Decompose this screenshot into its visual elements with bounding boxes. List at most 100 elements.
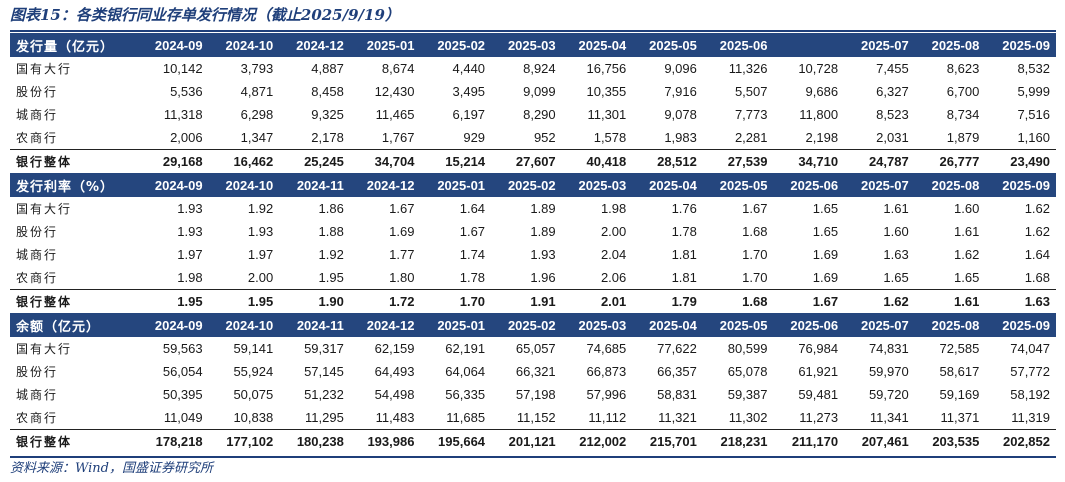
rate-table-row-cell: 1.67 — [389, 201, 415, 216]
rate-table-row-cell: 1.89 — [530, 224, 556, 239]
balance-total-row-cell: 202,852 — [985, 429, 1056, 453]
volume-table-row-cell: 3,793 — [240, 61, 274, 76]
figure-title: 图表15：各类银行同业存单发行情况（截止2025/9/19） — [10, 6, 400, 24]
rate-table-row-cell: 1.69 — [389, 224, 415, 239]
volume-table-row-cell: 7,455 — [876, 61, 909, 76]
rate-table-row-cell: 1.98 — [177, 270, 203, 285]
balance-table-row-cell: 56,054 — [162, 364, 203, 379]
rate-header-row-cell: 2025-06 — [773, 173, 845, 197]
balance-table-row-cell: 57,772 — [1010, 364, 1050, 379]
balance-total-row-cell: 212,002 — [561, 429, 633, 453]
balance-table-row-cell: 11,302 — [728, 410, 768, 425]
rate-total-row-cell: 1.70 — [420, 289, 492, 313]
volume-table-row-cell: 8,532 — [1017, 61, 1050, 76]
balance-total-row-cell: 218,231 — [702, 429, 774, 453]
balance-total-row-cell: 215,701 — [632, 429, 703, 453]
rate-table-row-label: 国有大行 — [16, 202, 73, 216]
rate-total-row-label: 银行整体 — [10, 289, 138, 313]
volume-total-row-cell: 26,777 — [914, 149, 986, 173]
rate-table-row-cell: 1.92 — [318, 247, 344, 262]
rate-total-row-cell: 1.91 — [491, 289, 562, 313]
rate-header-row-label: 发行利率（%） — [10, 173, 138, 197]
balance-table-row-cell: 59,387 — [727, 387, 768, 402]
balance-header-row-cell: 2024-10 — [208, 313, 280, 337]
balance-table-row-cell: 74,047 — [1010, 341, 1050, 356]
rate-table-row-cell: 1.74 — [459, 247, 486, 262]
balance-header-row-cell: 2024-12 — [349, 313, 421, 337]
balance-table-row-cell: 61,921 — [798, 364, 839, 379]
rate-total-row-cell: 1.79 — [632, 289, 703, 313]
volume-header-row-cell: 2024-10 — [208, 33, 280, 57]
volume-table-row: 股份行 5,536 4,871 8,458 12,430 3,495 9,099 10,355… — [10, 80, 1056, 103]
rate-header-row-cell: 2025-04 — [632, 173, 703, 197]
rate-table-row-cell: 1.60 — [954, 201, 980, 216]
volume-header-row-cell: 2025-06 — [702, 33, 774, 57]
volume-header-row-cell: 2025-02 — [420, 33, 492, 57]
rate-table-row-cell: 1.95 — [318, 270, 344, 285]
volume-table-row-cell: 4,887 — [311, 61, 344, 76]
volume-table-row-cell: 7,916 — [664, 84, 697, 99]
rate-table-row-cell: 1.69 — [812, 247, 839, 262]
balance-header-row-cell: 2025-01 — [420, 313, 492, 337]
volume-table-row-cell: 11,326 — [728, 61, 768, 76]
rate-table-row-cell: 1.93 — [247, 224, 274, 239]
rate-table-row-cell: 2.06 — [600, 270, 627, 285]
volume-table-row-cell: 11,800 — [799, 107, 839, 122]
volume-table-row-cell: 5,999 — [1017, 84, 1050, 99]
balance-table-row-label: 农商行 — [16, 411, 59, 425]
rate-table-row-cell: 1.77 — [389, 247, 415, 262]
volume-header-row-cell: 2025-01 — [349, 33, 421, 57]
rate-header-row-cell: 2024-10 — [208, 173, 280, 197]
rate-total-row-cell: 1.68 — [702, 289, 774, 313]
rate-table-row-cell: 1.92 — [247, 201, 274, 216]
balance-table-row-cell: 57,996 — [586, 387, 627, 402]
rate-table-row-cell: 1.81 — [671, 247, 697, 262]
balance-table-row-label: 城商行 — [16, 388, 59, 402]
rate-header-row-cell: 2025-03 — [561, 173, 633, 197]
volume-total-row-cell: 34,704 — [349, 149, 421, 173]
volume-table-row-cell: 10,355 — [586, 84, 627, 99]
volume-header-row-cell: 2025-07 — [844, 33, 915, 57]
rate-table-row-cell: 1.62 — [1024, 224, 1050, 239]
balance-total-row-cell: 195,664 — [420, 429, 492, 453]
rate-table-row-cell: 1.81 — [671, 270, 697, 285]
volume-table-row-cell: 8,523 — [876, 107, 909, 122]
rate-header-row-cell: 2024-12 — [349, 173, 421, 197]
volume-total-row-cell: 24,787 — [844, 149, 915, 173]
volume-table-row: 农商行 2,006 1,347 2,178 1,767 929 952 1,578 1,983 2… — [10, 126, 1056, 150]
volume-total-row-cell: 27,607 — [491, 149, 562, 173]
rate-table-row-cell: 1.96 — [530, 270, 556, 285]
volume-table-row-cell: 1,578 — [593, 130, 627, 145]
volume-table-row: 国有大行 10,142 3,793 4,887 8,674 4,440 8,924 16,75… — [10, 57, 1056, 80]
balance-total-row-cell: 180,238 — [279, 429, 350, 453]
balance-header-row-cell: 2024-11 — [279, 313, 350, 337]
rate-table-row-cell: 1.60 — [883, 224, 909, 239]
balance-table-row-cell: 57,145 — [304, 364, 344, 379]
balance-table-row-cell: 11,685 — [446, 410, 486, 425]
rate-table-row-cell: 1.78 — [459, 270, 486, 285]
balance-table-row-label: 股份行 — [16, 365, 59, 379]
volume-table-row-cell: 2,031 — [876, 130, 909, 145]
volume-total-row-cell: 23,490 — [985, 149, 1056, 173]
rate-total-row-cell: 1.90 — [279, 289, 350, 313]
volume-table-row-cell: 6,197 — [452, 107, 486, 122]
volume-table-row-cell: 4,440 — [452, 61, 486, 76]
balance-header-row-cell: 2025-02 — [491, 313, 562, 337]
volume-total-row-cell: 15,214 — [420, 149, 492, 173]
balance-table-row-cell: 50,395 — [162, 387, 203, 402]
rate-table-row-cell: 1.97 — [247, 247, 274, 262]
title-rule — [10, 30, 1056, 32]
rate-table-row-cell: 1.76 — [671, 201, 697, 216]
balance-table-row-cell: 51,232 — [304, 387, 344, 402]
volume-total-row: 银行整体 29,168 16,462 25,245 34,704 15,214 27,607… — [10, 149, 1056, 173]
volume-table-row-cell: 9,099 — [523, 84, 556, 99]
rate-table-row-cell: 1.89 — [530, 201, 556, 216]
balance-total-row-label: 银行整体 — [10, 429, 138, 453]
balance-table-row-cell: 56,335 — [445, 387, 486, 402]
rate-total-row-cell: 1.62 — [844, 289, 915, 313]
balance-table-row: 农商行 11,049 10,838 11,295 11,483 11,685 11,152 1… — [10, 406, 1056, 430]
volume-table-row-cell: 8,290 — [523, 107, 556, 122]
balance-table-row: 股份行 56,054 55,924 57,145 64,493 64,064 66,321 6… — [10, 360, 1056, 383]
volume-header-row-cell: 2025-03 — [491, 33, 562, 57]
volume-header-row-cell: 2025-08 — [914, 33, 986, 57]
